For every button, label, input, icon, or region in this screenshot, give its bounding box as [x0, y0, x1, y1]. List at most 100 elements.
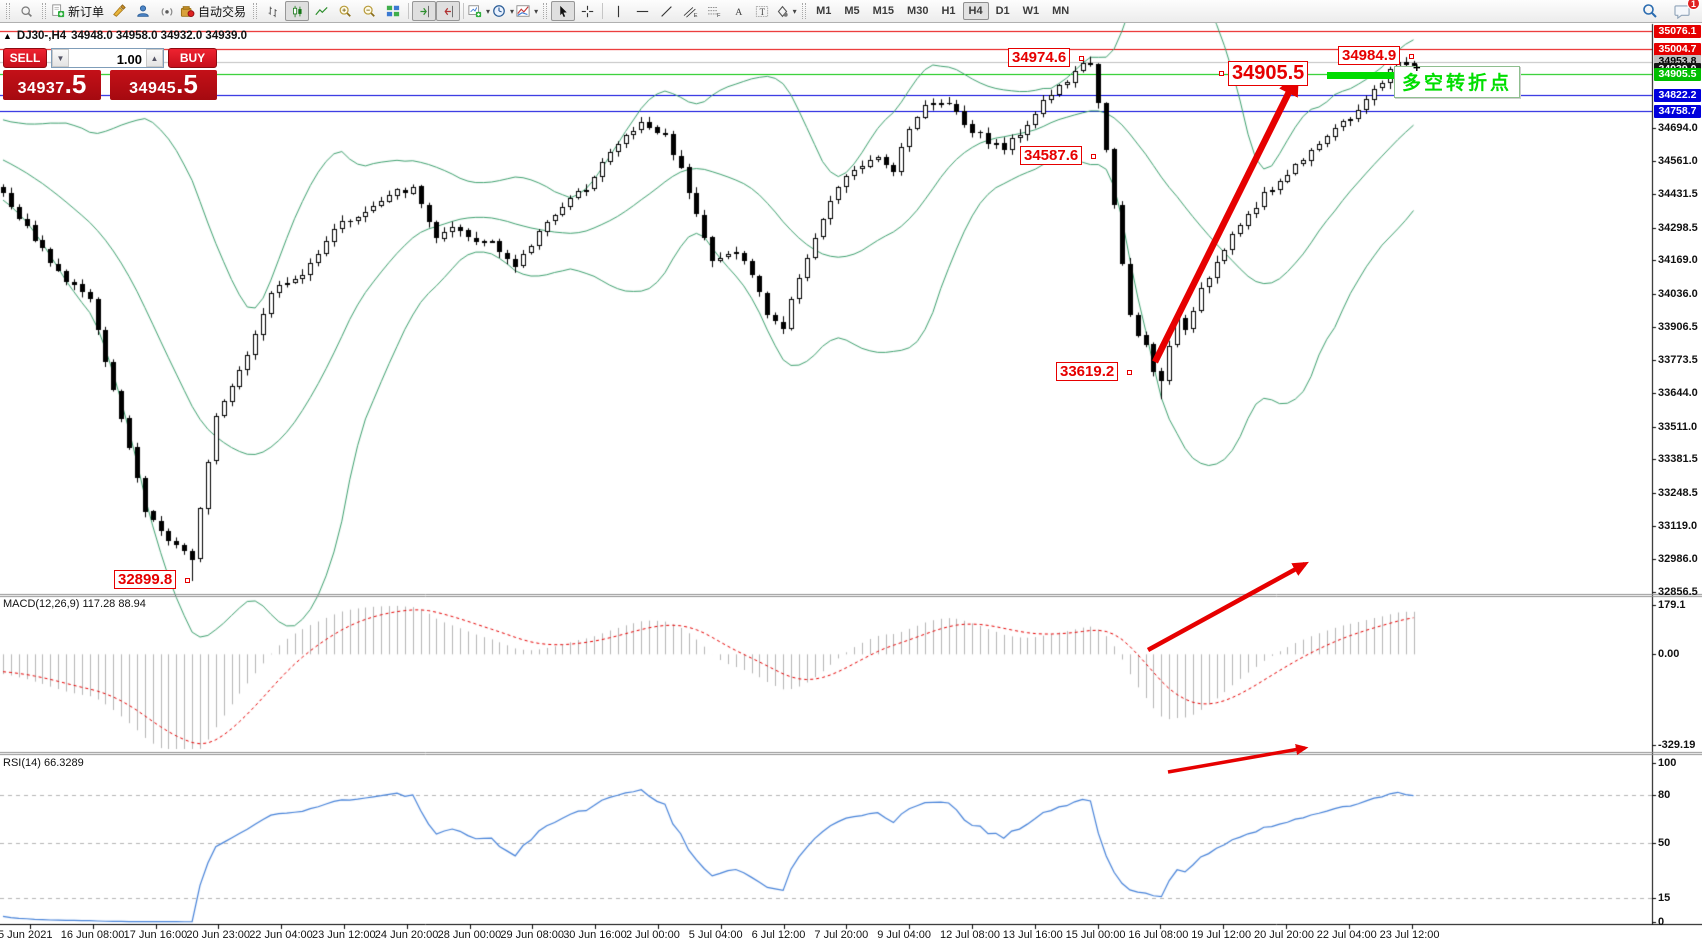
new-order-icon — [52, 4, 65, 18]
toolbar-grip[interactable] — [42, 3, 46, 19]
macd-indicator-label: MACD(12,26,9) 117.28 88.94 — [3, 598, 146, 610]
one-click-trading-panel: SELL ▼ ▲ BUY 34937 .5 34945 .5 — [3, 46, 217, 100]
tile-windows-button[interactable] — [381, 1, 405, 21]
toolbar-separator — [408, 3, 410, 19]
volume-increase-button[interactable]: ▲ — [146, 49, 163, 67]
crosshair-icon — [581, 5, 593, 17]
buy-price-display[interactable]: 34945 .5 — [110, 70, 217, 100]
line-chart-button[interactable] — [309, 1, 333, 21]
buy-button[interactable]: BUY — [168, 48, 217, 68]
sell-price-pip: .5 — [64, 69, 87, 99]
trendline-icon — [660, 5, 672, 17]
candlestick-icon — [292, 5, 302, 17]
buy-price-main: 34945 — [129, 80, 177, 97]
cursor-tool-button[interactable] — [551, 1, 576, 21]
notifications-button[interactable]: 1 — [1670, 0, 1700, 21]
channel-tool[interactable]: E — [678, 1, 702, 21]
sell-button[interactable]: SELL — [3, 48, 47, 68]
timeframe-M1[interactable]: M1 — [816, 5, 832, 17]
timeframe-D1[interactable]: D1 — [995, 5, 1010, 17]
timeframe-H4[interactable]: H4 — [962, 2, 989, 20]
person-icon — [137, 5, 149, 17]
timeframe-W1[interactable]: W1 — [1022, 5, 1040, 17]
zoom-in-icon — [339, 5, 351, 17]
notification-badge: 1 — [1687, 0, 1700, 10]
toolbar-separator — [602, 3, 604, 19]
timeframe-M30[interactable]: M30 — [907, 5, 929, 17]
search-icon — [1643, 4, 1657, 18]
horizontal-line-tool[interactable] — [630, 1, 654, 21]
toolbar-grip[interactable] — [802, 3, 807, 19]
candle-chart-button[interactable] — [285, 1, 310, 21]
chart-shift-button[interactable] — [412, 1, 437, 21]
bar-chart-button[interactable] — [261, 1, 285, 21]
auto-scroll-button[interactable] — [436, 1, 461, 21]
ohlc-readout: 34948.0 34958.0 34932.0 34939.0 — [71, 30, 248, 42]
clock-icon — [493, 5, 505, 17]
chart-shift-icon — [419, 5, 429, 17]
bar-chart-icon — [268, 6, 277, 17]
cursor-icon — [559, 5, 567, 17]
indicators-dropdown[interactable]: ▾ — [515, 1, 539, 21]
signals-button[interactable] — [155, 1, 179, 21]
zoom-out-button[interactable] — [357, 1, 381, 21]
toolbar-right-group: 1 — [1638, 0, 1700, 21]
equidistant-channel-icon: E — [683, 6, 697, 18]
dropdown-caret: ▾ — [534, 6, 539, 16]
autotrade-label: 自动交易 — [198, 4, 247, 19]
buy-price-pip: .5 — [176, 69, 198, 99]
volume-input[interactable] — [69, 49, 146, 67]
vertical-line-tool[interactable] — [606, 1, 630, 21]
timeframe-M5[interactable]: M5 — [844, 5, 860, 17]
new-order-button[interactable]: 新订单 — [50, 1, 107, 21]
period-dropdown[interactable]: ▾ — [491, 1, 515, 21]
sell-button-label: SELL — [9, 51, 41, 65]
text-tool[interactable]: A — [726, 1, 750, 21]
dropdown-caret: ▾ — [792, 6, 797, 16]
new-chart-dropdown[interactable]: ▾ — [467, 1, 491, 21]
zoom-out-icon — [363, 5, 375, 17]
styler-button[interactable] — [107, 1, 131, 21]
community-button[interactable] — [131, 1, 155, 21]
fibonacci-icon: F — [707, 6, 721, 18]
crosshair-tool-button[interactable] — [575, 1, 599, 21]
svg-text:A: A — [735, 6, 742, 17]
volume-spinner: ▼ ▲ — [51, 48, 164, 68]
timeframe-MN[interactable]: MN — [1052, 5, 1070, 17]
shapes-icon — [777, 5, 788, 17]
toolbar-grip[interactable] — [543, 3, 548, 19]
vertical-line-icon — [617, 5, 619, 17]
main-toolbar: 新订单 自动交易 — [0, 0, 1702, 23]
window-icon[interactable] — [14, 1, 38, 21]
magnifier-chart-icon — [20, 5, 32, 17]
volume-decrease-button[interactable]: ▼ — [52, 49, 69, 67]
autotrade-button[interactable]: 自动交易 — [179, 1, 249, 21]
new-chart-icon — [468, 5, 482, 18]
tile-windows-icon — [386, 5, 400, 17]
svg-text:F: F — [717, 13, 721, 18]
svg-text:E: E — [693, 13, 697, 18]
indicators-icon — [516, 5, 530, 17]
toolbar-grip[interactable] — [6, 3, 10, 19]
brush-icon — [113, 4, 126, 17]
toolbar-separator — [463, 3, 465, 19]
dropdown-caret: ▾ — [510, 6, 515, 16]
toolbar-grip[interactable] — [253, 3, 258, 19]
timeframe-H1[interactable]: H1 — [941, 5, 956, 17]
timeframe-group: M1 M5 M15 M30 H1 H4 D1 W1 MN — [810, 2, 1075, 20]
sell-price-display[interactable]: 34937 .5 — [3, 70, 101, 100]
horizontal-line-icon — [636, 10, 648, 12]
text-label-tool[interactable]: T — [750, 1, 774, 21]
new-order-label: 新订单 — [68, 4, 105, 19]
chart-title: ▲ DJ30-,H4 34948.0 34958.0 34932.0 34939… — [3, 30, 247, 42]
shapes-dropdown[interactable]: ▾ — [774, 1, 798, 21]
zoom-in-button[interactable] — [333, 1, 357, 21]
timeframe-M15[interactable]: M15 — [872, 5, 895, 17]
search-button[interactable] — [1638, 1, 1662, 21]
collapse-panel-arrow[interactable]: ▲ — [3, 31, 12, 41]
svg-text:T: T — [760, 6, 766, 16]
trendline-tool[interactable] — [654, 1, 678, 21]
fibonacci-tool[interactable]: F — [702, 1, 726, 21]
